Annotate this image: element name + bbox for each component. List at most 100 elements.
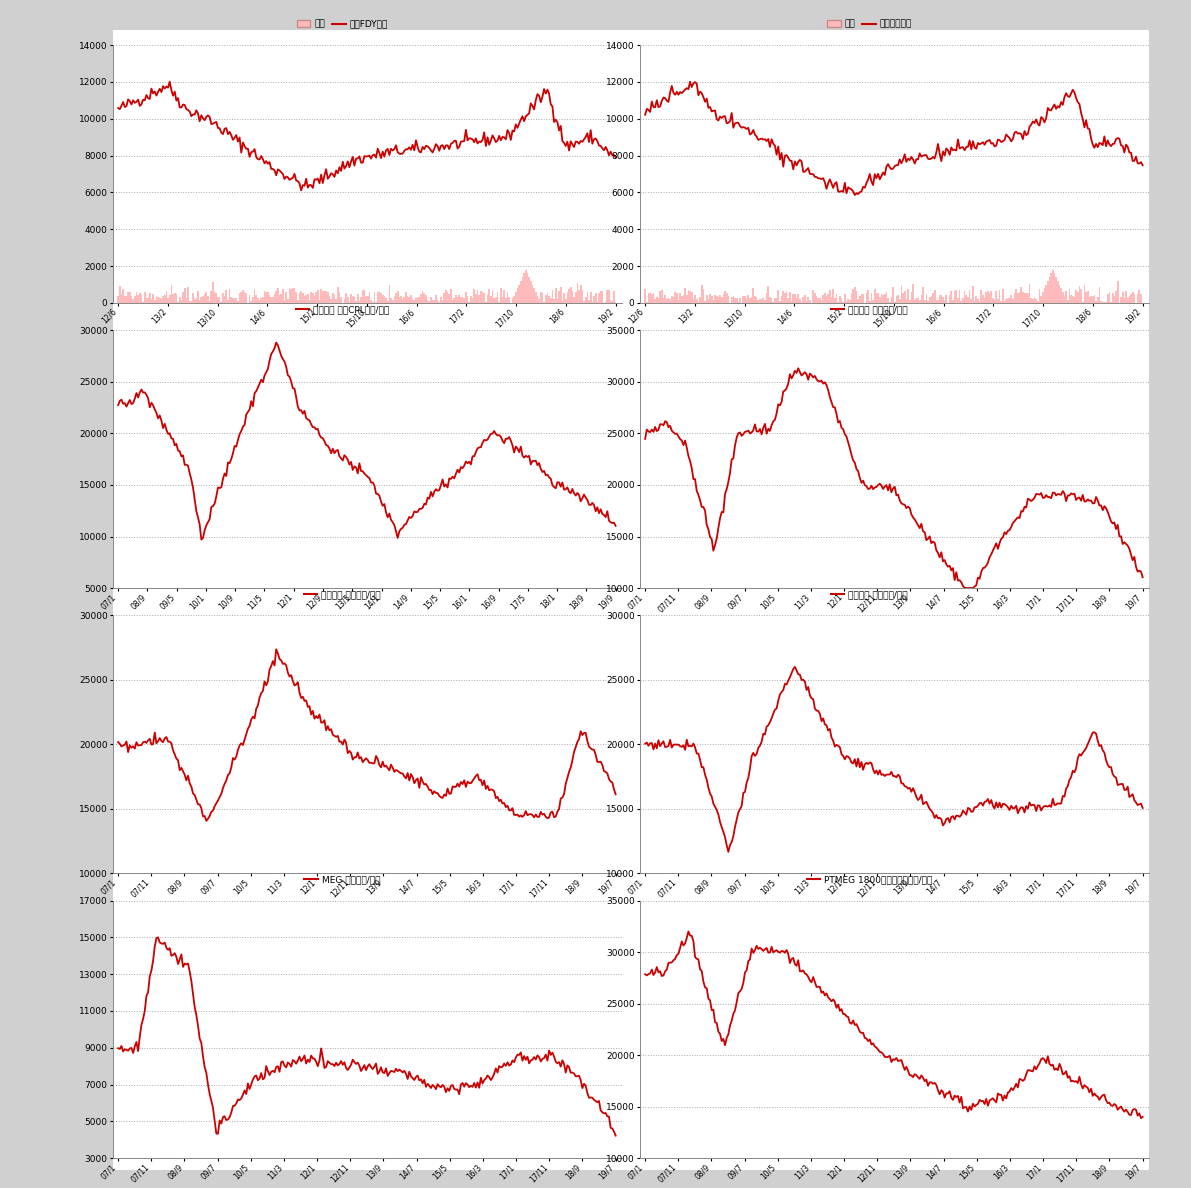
Bar	[601, 291, 603, 303]
Bar	[208, 301, 211, 303]
Bar	[644, 289, 646, 303]
Bar	[362, 290, 363, 303]
Bar	[497, 292, 498, 303]
Bar	[711, 296, 712, 303]
Bar	[737, 302, 740, 303]
Bar	[977, 298, 979, 303]
Bar	[1106, 295, 1109, 303]
Bar	[836, 295, 837, 303]
Bar	[594, 292, 597, 303]
Bar	[829, 290, 830, 303]
Bar	[586, 292, 588, 303]
Bar	[787, 298, 790, 303]
Bar	[242, 290, 244, 303]
Bar	[700, 285, 703, 303]
Bar	[958, 298, 959, 303]
Bar	[691, 292, 693, 303]
Bar	[1030, 298, 1033, 303]
Bar	[679, 292, 681, 303]
Bar	[1029, 284, 1030, 303]
Bar	[493, 298, 495, 303]
Bar	[262, 297, 263, 303]
Bar	[878, 293, 879, 303]
Bar	[1089, 297, 1090, 303]
Bar	[681, 296, 682, 303]
锦纶切片 华东（元/吨）	[959, 581, 973, 595]
Bar	[120, 295, 123, 303]
腈纶毛条 华东（元/吨）	[409, 773, 423, 788]
Bar	[749, 298, 750, 303]
腈纶短纤 华东（元/吨）	[1135, 801, 1149, 815]
Bar	[1021, 286, 1022, 303]
Bar	[308, 301, 311, 303]
Bar	[397, 291, 399, 303]
Bar	[891, 297, 892, 303]
Bar	[846, 302, 847, 303]
Bar	[734, 298, 736, 303]
Bar	[649, 293, 651, 303]
Bar	[1134, 295, 1135, 303]
Bar	[593, 296, 594, 303]
Bar	[542, 293, 543, 303]
Bar	[654, 299, 656, 303]
Bar	[960, 301, 962, 303]
Bar	[669, 299, 671, 303]
涤纶FDY价格	[566, 138, 580, 152]
Bar	[930, 296, 933, 303]
Bar	[575, 292, 576, 303]
Bar	[921, 295, 922, 303]
PTMEG 1800分子量华东（元/吨）	[934, 1083, 948, 1098]
Bar	[585, 297, 586, 303]
Bar	[382, 295, 384, 303]
Bar	[230, 297, 232, 303]
Bar	[540, 292, 542, 303]
Bar	[206, 292, 207, 303]
Bar	[480, 291, 481, 303]
Bar	[245, 292, 247, 303]
Bar	[250, 301, 252, 303]
Bar	[354, 297, 355, 303]
Bar	[345, 293, 347, 303]
Bar	[232, 298, 233, 303]
Bar	[525, 270, 526, 303]
Bar	[1018, 291, 1021, 303]
PTMEG 1800分子量华东（元/吨）	[936, 1085, 950, 1099]
Bar	[767, 286, 769, 303]
锦纶切片 华东（元/吨）	[934, 545, 948, 560]
Bar	[216, 293, 217, 303]
Bar	[278, 289, 279, 303]
Bar	[355, 302, 357, 303]
Bar	[1017, 292, 1018, 303]
Bar	[813, 293, 816, 303]
Bar	[123, 290, 124, 303]
Bar	[769, 297, 771, 303]
Bar	[1077, 292, 1079, 303]
Legend: 锦纶切片 华东（元/吨）: 锦纶切片 华东（元/吨）	[828, 302, 911, 317]
Bar	[968, 290, 971, 303]
锦纶切片 华东（元/吨）	[1092, 498, 1106, 512]
已内酰胺 华东CPL（元/吨）	[609, 519, 623, 533]
Bar	[819, 298, 821, 303]
Bar	[1010, 295, 1012, 303]
Bar	[707, 299, 709, 303]
Bar	[1002, 289, 1004, 303]
Bar	[272, 297, 274, 303]
Bar	[156, 297, 157, 303]
Bar	[257, 298, 258, 303]
MEG 华东（元/吨）	[151, 930, 166, 944]
Bar	[198, 291, 199, 303]
锦纶切片 华东（元/吨）	[944, 563, 959, 577]
Bar	[859, 296, 861, 303]
Bar	[661, 290, 662, 303]
Bar	[179, 297, 181, 303]
腈纶毛条 华东（元/吨）	[419, 777, 434, 791]
Bar	[1068, 289, 1071, 303]
Bar	[1033, 299, 1034, 303]
Bar	[166, 291, 167, 303]
Bar	[660, 291, 661, 303]
Bar	[429, 301, 430, 303]
锦纶切片 华东（元/吨）	[640, 423, 654, 437]
Bar	[313, 296, 316, 303]
腈纶毛条 华东（元/吨）	[113, 737, 127, 751]
Bar	[1127, 298, 1129, 303]
